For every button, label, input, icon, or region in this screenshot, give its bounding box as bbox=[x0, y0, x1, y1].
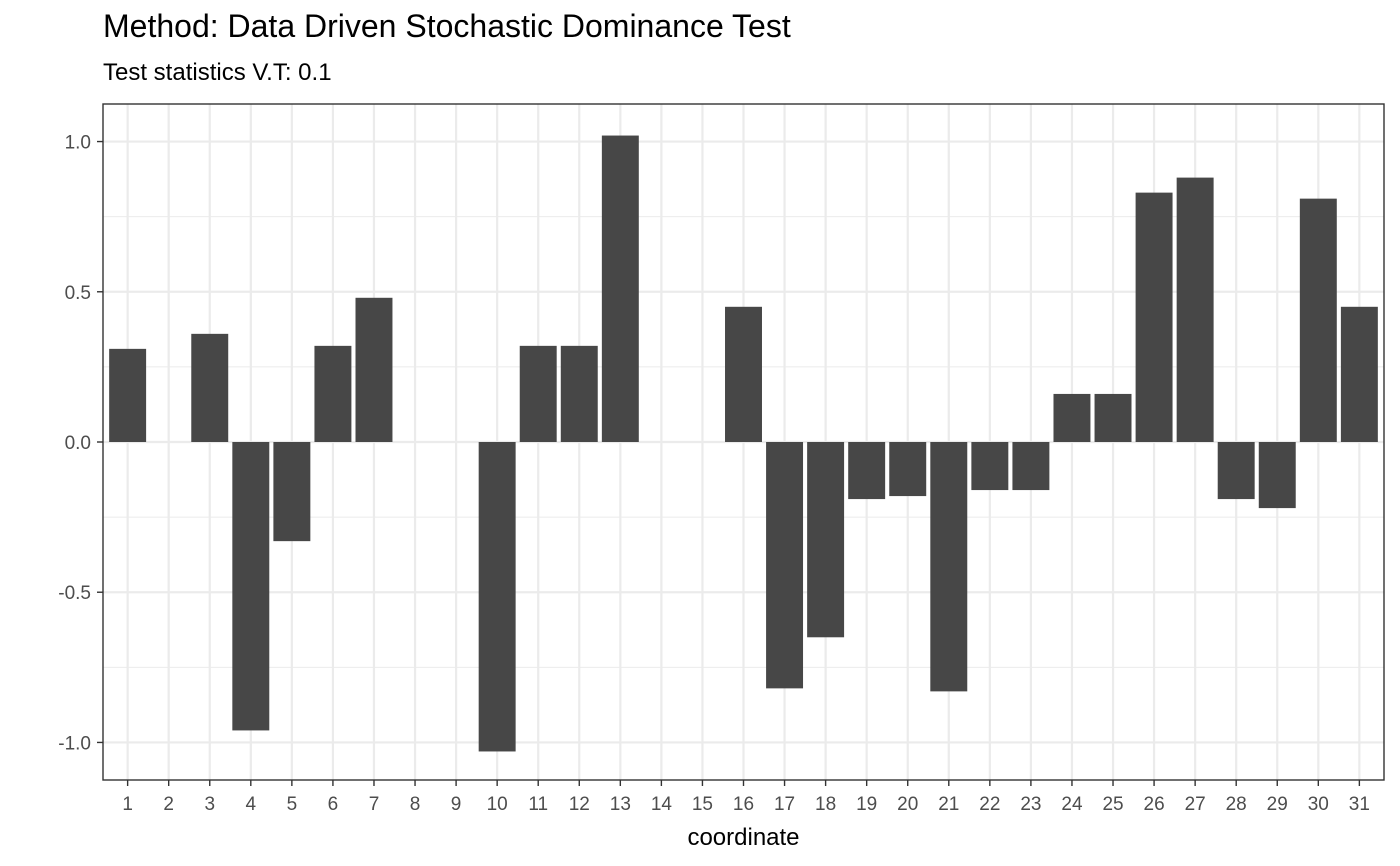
bar-11 bbox=[519, 345, 557, 442]
y-tick-label: -0.5 bbox=[58, 583, 91, 604]
bar-24 bbox=[1053, 393, 1091, 442]
x-tick-label: 1 bbox=[122, 794, 133, 815]
bar-6 bbox=[314, 345, 352, 442]
bar-7 bbox=[355, 297, 393, 442]
x-tick-label: 18 bbox=[815, 794, 836, 815]
x-tick-label: 26 bbox=[1144, 794, 1165, 815]
x-tick-label: 7 bbox=[369, 794, 380, 815]
x-tick-label: 20 bbox=[897, 794, 918, 815]
bar-20 bbox=[889, 442, 927, 497]
x-axis-title: coordinate bbox=[687, 824, 799, 851]
y-tick-label: -1.0 bbox=[58, 733, 91, 754]
x-tick-label: 6 bbox=[328, 794, 339, 815]
x-tick-label: 9 bbox=[451, 794, 462, 815]
bar-31 bbox=[1340, 306, 1378, 442]
x-tick-label: 28 bbox=[1226, 794, 1247, 815]
bar-29 bbox=[1258, 442, 1296, 509]
x-tick-label: 21 bbox=[938, 794, 959, 815]
x-tick-label: 10 bbox=[487, 794, 508, 815]
bar-22 bbox=[971, 442, 1009, 491]
bar-16 bbox=[725, 306, 762, 442]
chart-subtitle: Test statistics V.T: 0.1 bbox=[103, 59, 332, 86]
bar-13 bbox=[601, 135, 639, 442]
bar-4 bbox=[232, 442, 270, 731]
bar-28 bbox=[1217, 442, 1255, 500]
x-tick-label: 23 bbox=[1020, 794, 1041, 815]
x-tick-label: 3 bbox=[204, 794, 215, 815]
bar-3 bbox=[191, 333, 229, 442]
bar-23 bbox=[1012, 442, 1050, 491]
x-tick-label: 24 bbox=[1061, 794, 1083, 815]
bar-1 bbox=[109, 348, 147, 442]
x-tick-label: 17 bbox=[774, 794, 795, 815]
x-tick-label: 8 bbox=[410, 794, 421, 815]
bar-12 bbox=[560, 345, 598, 442]
bar-19 bbox=[848, 442, 886, 500]
bar-5 bbox=[273, 442, 311, 542]
x-tick-label: 27 bbox=[1185, 794, 1206, 815]
x-tick-label: 14 bbox=[651, 794, 673, 815]
x-tick-label: 11 bbox=[528, 794, 548, 815]
x-tick-label: 5 bbox=[287, 794, 298, 815]
x-tick-label: 29 bbox=[1267, 794, 1288, 815]
x-tick-label: 22 bbox=[979, 794, 1000, 815]
x-tick-label: 15 bbox=[692, 794, 713, 815]
x-tick-label: 4 bbox=[246, 794, 257, 815]
x-tick-label: 25 bbox=[1102, 794, 1123, 815]
y-tick-label: 1.0 bbox=[65, 133, 91, 154]
chart-title: Method: Data Driven Stochastic Dominance… bbox=[103, 8, 791, 44]
x-tick-label: 19 bbox=[856, 794, 877, 815]
bar-25 bbox=[1094, 393, 1132, 442]
bar-10 bbox=[478, 442, 516, 752]
y-tick-label: 0.0 bbox=[65, 433, 91, 454]
bar-17 bbox=[766, 442, 804, 689]
bar-18 bbox=[807, 442, 845, 638]
x-tick-label: 13 bbox=[610, 794, 631, 815]
y-tick-label: 0.5 bbox=[65, 283, 91, 304]
x-tick-label: 12 bbox=[569, 794, 590, 815]
bar-21 bbox=[930, 442, 968, 692]
bar-26 bbox=[1135, 192, 1173, 442]
x-tick-label: 31 bbox=[1349, 794, 1370, 815]
x-tick-label: 2 bbox=[163, 794, 174, 815]
bar-27 bbox=[1176, 177, 1214, 442]
bar-30 bbox=[1299, 198, 1337, 442]
x-tick-label: 30 bbox=[1308, 794, 1329, 815]
x-tick-label: 16 bbox=[733, 794, 754, 815]
